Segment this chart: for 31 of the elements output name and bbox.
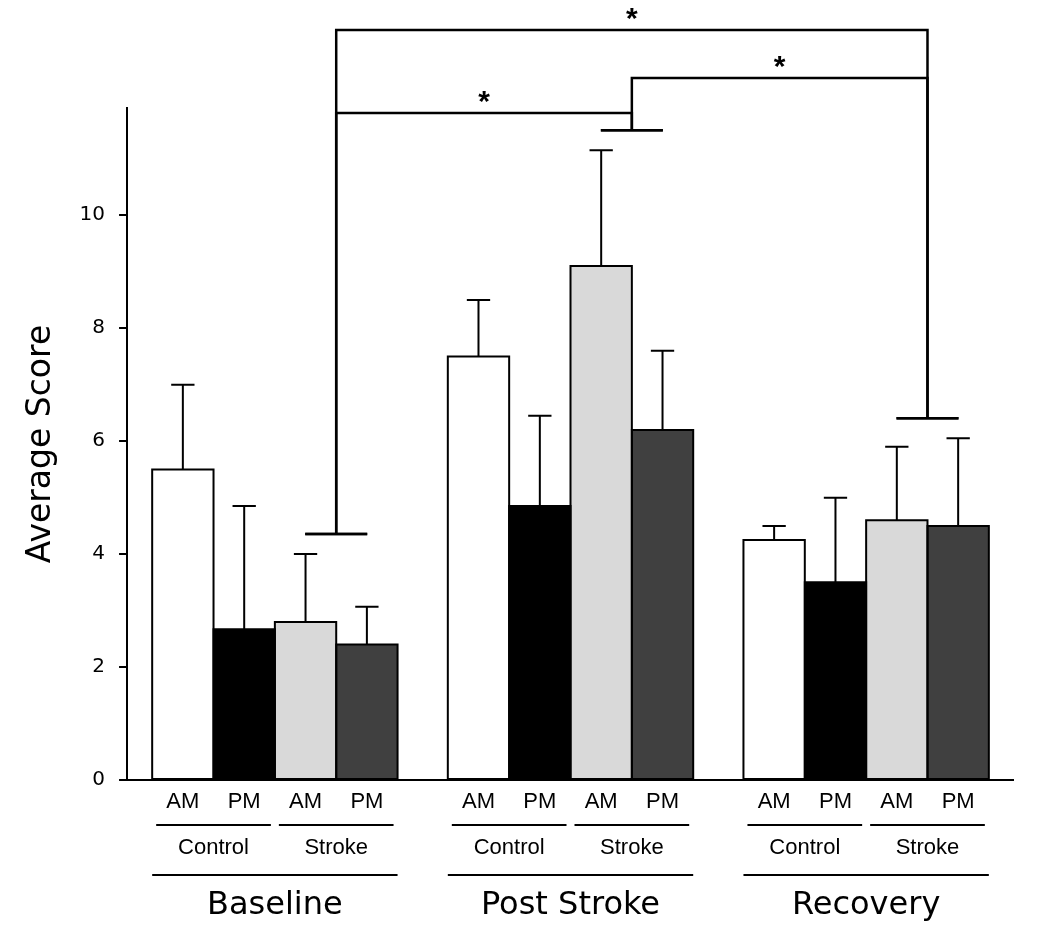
annotation: * [478, 84, 491, 118]
text: PM [227, 788, 261, 814]
y-tick-label: 4 [92, 540, 106, 565]
text: PM [523, 788, 557, 814]
y-tick-label: 0 [92, 766, 106, 791]
text: AM [289, 788, 323, 814]
text: PM [941, 788, 975, 814]
text: PM [350, 788, 384, 814]
text: PM [818, 788, 852, 814]
y-tick-label: 10 [79, 201, 106, 226]
text: PM [646, 788, 680, 814]
text: Control [473, 834, 545, 860]
x-tick-label: Post Stroke [480, 883, 661, 922]
text: Stroke [600, 834, 664, 860]
text: Control [178, 834, 249, 860]
y-tick-label: 2 [92, 653, 106, 678]
text: AM [757, 788, 791, 814]
text: Stroke [895, 834, 960, 860]
text: AM [584, 788, 618, 814]
x-tick-label: Recovery [791, 883, 941, 922]
text: AM [461, 788, 495, 814]
text: * [773, 49, 786, 83]
y-axis-title: Average Score [19, 324, 59, 564]
x-tick-label: Baseline [207, 883, 343, 922]
text: * [626, 1, 639, 35]
y-tick-label: 8 [92, 314, 106, 339]
text: Stroke [304, 834, 369, 860]
text: Control [769, 834, 841, 860]
text: AM [880, 788, 914, 814]
text: AM [166, 788, 200, 814]
y-tick-label: 6 [92, 427, 106, 452]
